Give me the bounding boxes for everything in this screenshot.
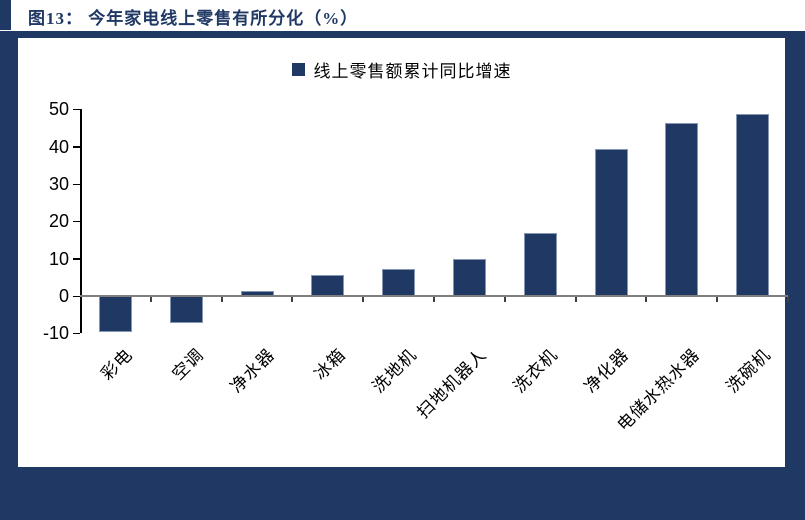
category-axis-tick <box>220 296 223 302</box>
chart-legend: 线上零售额累计同比增速 <box>18 56 785 82</box>
category-axis-tick <box>503 296 506 302</box>
y-axis-label: 0 <box>58 286 69 306</box>
y-axis-tick <box>73 108 80 111</box>
bar-彩电 <box>98 296 132 332</box>
y-axis-label: 40 <box>48 136 69 157</box>
legend-label: 线上零售额累计同比增速 <box>313 61 512 81</box>
bar-净化器 <box>594 149 628 296</box>
frame-top-rule <box>0 31 805 38</box>
y-axis-label: -10 <box>42 323 69 344</box>
category-axis-tick <box>787 296 789 302</box>
bar-电储水热水器 <box>665 122 699 296</box>
x-axis-label: 洗地机 <box>368 345 421 397</box>
y-axis-label: 10 <box>48 248 69 269</box>
bar-扫地机器人 <box>452 259 486 296</box>
zero-gridline <box>80 295 788 297</box>
x-axis-label: 洗碗机 <box>722 345 775 397</box>
bar-冰箱 <box>311 275 345 296</box>
bar-洗衣机 <box>523 232 557 296</box>
category-axis-tick <box>149 296 152 302</box>
bar-空调 <box>169 296 203 323</box>
x-axis-label: 洗衣机 <box>510 345 562 397</box>
y-axis-label: 20 <box>48 211 69 232</box>
title-accent-bar <box>0 0 11 30</box>
figure-title: 图13： 今年家电线上零售有所分化（%） <box>28 9 359 28</box>
bar-洗碗机 <box>736 114 770 296</box>
y-axis-label: 50 <box>48 99 69 120</box>
category-axis-tick <box>645 296 648 302</box>
category-axis-tick <box>433 296 435 302</box>
x-axis-label: 冰箱 <box>310 345 350 384</box>
category-axis-tick <box>574 296 577 302</box>
y-axis-tick <box>73 220 80 223</box>
frame-left-strip <box>0 31 18 520</box>
x-axis-label: 净水器 <box>226 345 279 397</box>
y-axis-tick <box>73 332 80 335</box>
x-axis-label: 电储水热水器 <box>613 345 704 435</box>
y-axis-tick <box>73 183 80 185</box>
y-axis-tick <box>73 258 80 260</box>
frame-right-strip <box>785 31 805 520</box>
x-axis-label: 彩电 <box>97 345 137 384</box>
y-axis-label: 30 <box>48 174 69 194</box>
category-axis-tick <box>291 296 294 302</box>
y-axis-tick <box>73 295 80 297</box>
bar-洗地机 <box>382 269 416 296</box>
x-axis-label: 空调 <box>168 345 208 384</box>
category-axis-tick <box>716 296 719 302</box>
y-axis-tick <box>73 146 80 148</box>
y-axis-line <box>80 109 82 334</box>
frame-bottom-bar <box>0 467 805 520</box>
category-axis-tick <box>362 296 365 302</box>
legend-swatch-icon <box>291 62 305 76</box>
x-axis-label: 扫地机器人 <box>413 345 491 423</box>
x-axis-label: 净化器 <box>580 345 633 397</box>
